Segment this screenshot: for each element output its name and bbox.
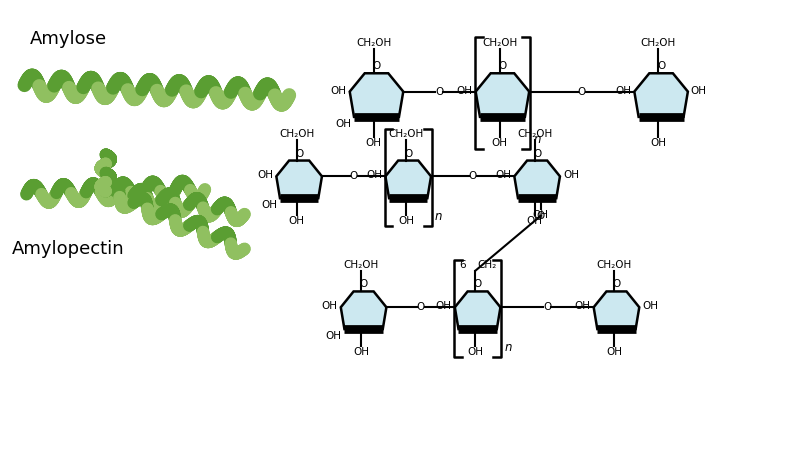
Text: CH₂OH: CH₂OH [641, 38, 676, 48]
Text: OH: OH [650, 137, 666, 148]
Polygon shape [276, 161, 322, 198]
Text: OH: OH [436, 301, 452, 311]
Text: O: O [436, 87, 444, 97]
Text: OH: OH [575, 301, 591, 311]
Text: O: O [360, 279, 367, 290]
Text: OH: OH [289, 216, 305, 226]
Text: O: O [474, 279, 482, 290]
Polygon shape [634, 73, 688, 117]
Text: CH₂OH: CH₂OH [356, 38, 391, 48]
Text: n: n [533, 132, 541, 145]
Text: n: n [435, 210, 443, 223]
Text: OH: OH [457, 86, 473, 96]
Text: O: O [349, 172, 358, 181]
Text: O: O [295, 149, 303, 158]
Text: CH₂OH: CH₂OH [280, 129, 314, 139]
Text: OH: OH [366, 137, 382, 148]
Text: CH₂OH: CH₂OH [482, 38, 517, 48]
Polygon shape [476, 73, 529, 117]
Text: Amylopectin: Amylopectin [12, 240, 124, 258]
Text: OH: OH [691, 86, 706, 96]
Text: OH: OH [335, 119, 351, 129]
Polygon shape [594, 291, 639, 329]
Text: CH₂: CH₂ [478, 260, 497, 270]
Text: OH: OH [261, 200, 277, 210]
Polygon shape [514, 161, 560, 198]
Polygon shape [386, 161, 431, 198]
Text: OH: OH [563, 170, 579, 180]
Polygon shape [455, 291, 501, 329]
Text: O: O [657, 61, 665, 71]
Text: O: O [372, 61, 381, 71]
Text: OH: OH [367, 170, 383, 180]
Text: O: O [543, 302, 551, 312]
Text: O: O [577, 87, 586, 97]
Text: O: O [537, 211, 545, 221]
Text: OH: OH [326, 331, 341, 341]
Text: O: O [404, 149, 413, 158]
Text: CH₂OH: CH₂OH [517, 129, 553, 139]
Text: OH: OH [398, 216, 414, 226]
Text: O: O [533, 149, 541, 158]
Text: OH: OH [606, 347, 623, 357]
Text: CH₂OH: CH₂OH [596, 260, 632, 270]
Text: OH: OH [257, 170, 273, 180]
Text: 6: 6 [459, 260, 466, 270]
Text: OH: OH [495, 170, 512, 180]
Polygon shape [341, 291, 386, 329]
Text: n: n [505, 341, 512, 354]
Text: O: O [469, 172, 477, 181]
Polygon shape [350, 73, 403, 117]
Text: OH: OH [467, 347, 483, 357]
Text: OH: OH [353, 347, 369, 357]
Text: OH: OH [533, 210, 549, 220]
Text: OH: OH [322, 301, 338, 311]
Text: OH: OH [527, 216, 543, 226]
Text: O: O [417, 302, 425, 312]
Text: Amylose: Amylose [29, 30, 107, 48]
Text: OH: OH [331, 86, 347, 96]
Text: OH: OH [642, 301, 658, 311]
Text: OH: OH [615, 86, 631, 96]
Text: O: O [612, 279, 621, 290]
Text: CH₂OH: CH₂OH [344, 260, 379, 270]
Text: CH₂OH: CH₂OH [388, 129, 424, 139]
Text: O: O [498, 61, 507, 71]
Text: OH: OH [492, 137, 508, 148]
